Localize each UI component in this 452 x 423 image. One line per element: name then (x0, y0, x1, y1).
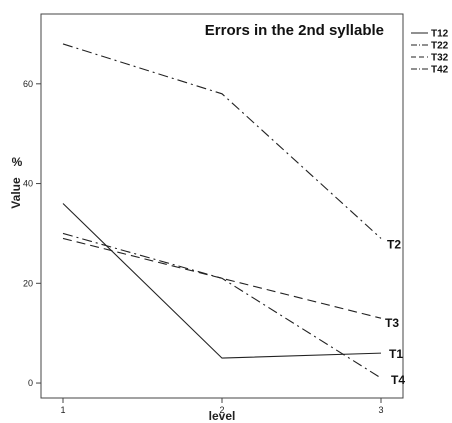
end-label-t4: T4 (391, 373, 405, 387)
x-tick-label: 2 (219, 405, 224, 415)
plot-area (40, 13, 404, 399)
legend-label-t22: T22 (431, 41, 449, 52)
legend-label-t32: T32 (431, 53, 449, 64)
series-lines (62, 43, 382, 379)
end-label-t3: T3 (385, 316, 399, 330)
end-label-t1: T1 (389, 347, 403, 361)
y-tick-label: 40 (23, 179, 33, 189)
y-tick-label: 60 (23, 79, 33, 89)
y-axis-label: Value (9, 177, 23, 209)
y-axis-ticks: 0 20 40 60 (23, 79, 41, 388)
end-label-t2: T2 (387, 237, 401, 251)
x-axis-label: level (209, 409, 236, 423)
series-end-labels: T1 T2 T3 T4 (385, 237, 405, 387)
y-axis-unit: % (12, 155, 23, 169)
y-tick-label: 0 (28, 378, 33, 388)
y-tick-label: 20 (23, 278, 33, 288)
legend-label-t42: T42 (431, 65, 449, 76)
series-line-t12 (62, 203, 382, 359)
series-line-t22 (62, 43, 382, 239)
series-line-t32 (62, 237, 382, 319)
legend-label-t12: T12 (431, 29, 449, 40)
chart-title: Errors in the 2nd syllable (205, 22, 384, 39)
x-tick-label: 1 (60, 405, 65, 415)
x-axis-ticks: 1 2 3 (60, 398, 384, 415)
x-tick-label: 3 (378, 405, 383, 415)
series-line-t42 (62, 232, 382, 379)
